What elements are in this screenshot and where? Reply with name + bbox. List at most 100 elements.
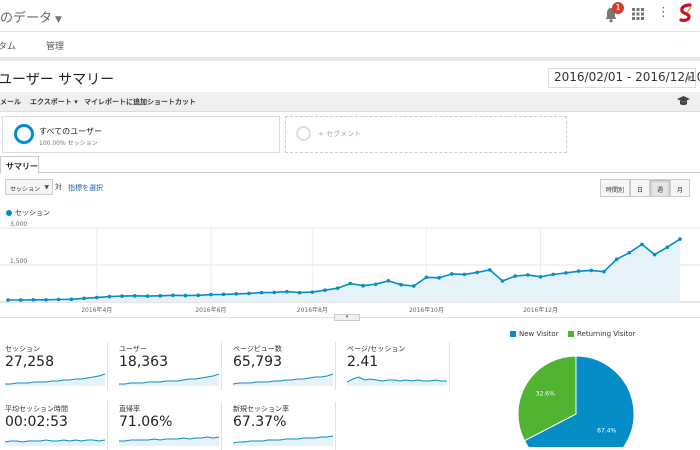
page-title: ユーザー サマリー xyxy=(0,72,115,88)
metric-tile-avg-session-duration[interactable]: 平均セッション時間 00:02:53 xyxy=(0,402,108,450)
nav-tab-admin[interactable]: 管理 xyxy=(46,42,65,52)
data-point xyxy=(196,293,200,298)
metric-label: セッション xyxy=(5,345,40,353)
sparkline xyxy=(119,436,219,446)
metric-label: ページビュー数 xyxy=(233,345,282,353)
data-point xyxy=(488,268,492,272)
apps-grid-icon[interactable] xyxy=(632,8,644,20)
data-point xyxy=(297,290,302,295)
data-point xyxy=(132,294,137,298)
versus-label: 対 xyxy=(55,183,62,191)
legend-label: Returning Visitor xyxy=(577,330,636,338)
sparkline-line xyxy=(5,439,105,443)
data-point xyxy=(564,271,568,275)
sparkline-area xyxy=(347,377,447,386)
choose-metric-link[interactable]: 指標を選択 xyxy=(68,184,103,192)
sparkline-line xyxy=(233,435,333,444)
pie-legend-returning: Returning Visitor xyxy=(568,330,635,338)
sparkline-line xyxy=(119,373,219,385)
data-point xyxy=(500,279,505,283)
metric-tile-users[interactable]: ユーザー 18,363 xyxy=(114,342,222,390)
nav-tab-custom[interactable]: タム xyxy=(0,42,17,52)
data-point xyxy=(602,269,606,274)
top-nav: タム 管理 xyxy=(0,32,700,58)
metric-tile-new-sessions[interactable]: 新規セッション率 67.37% xyxy=(228,402,336,450)
tab-baseline xyxy=(0,172,700,173)
data-point xyxy=(6,298,10,302)
metric-tile-pageviews[interactable]: ページビュー数 65,793 xyxy=(228,342,336,390)
x-tick-label: 2016年12月 xyxy=(523,306,558,314)
segment-all-users[interactable]: すべてのユーザー 100.00% セッション xyxy=(2,116,280,153)
data-point xyxy=(107,294,112,299)
segment-name: すべてのユーザー xyxy=(39,127,102,136)
metric-tile-bounce-rate[interactable]: 直帰率 71.06% xyxy=(114,402,222,450)
data-point xyxy=(348,281,353,286)
y-tick-label: 1,500 xyxy=(10,258,27,265)
sparkline xyxy=(233,373,333,386)
email-button[interactable]: メール xyxy=(0,98,21,106)
pie-slice xyxy=(517,355,577,442)
property-selector[interactable]: のデータ ▼ xyxy=(0,7,62,26)
granularity-month-button[interactable]: 月 xyxy=(670,179,690,197)
caret-down-icon: ▼ xyxy=(44,184,49,191)
data-point xyxy=(462,272,467,277)
sparkline-area xyxy=(119,437,219,446)
tab-summary[interactable]: サマリー xyxy=(0,156,39,174)
series-legend-label: セッション xyxy=(15,209,50,217)
date-range-picker[interactable]: 2016/02/01 - 2016/12/10 ▼ xyxy=(548,68,700,88)
sparkline-line xyxy=(233,373,333,385)
metric-tile-sessions[interactable]: セッション 27,258 xyxy=(0,342,108,390)
segment-share: 100.00% セッション xyxy=(39,140,98,147)
sparkline xyxy=(5,439,105,446)
graduation-cap-icon[interactable] xyxy=(677,95,690,107)
sessions-line-chart: 3,000 1,500 2016年4月 2016年6月 2016年8月 2016年10月 2… xyxy=(0,221,700,314)
more-vert-icon[interactable]: ⋮ xyxy=(657,5,670,20)
data-point xyxy=(386,278,391,283)
data-point xyxy=(56,297,61,302)
legend-label: New Visitor xyxy=(519,330,559,338)
chevron-down-icon: ▼ xyxy=(685,74,692,83)
data-point xyxy=(576,269,581,273)
x-tick-label: 2016年8月 xyxy=(297,306,328,314)
metric-label: 直帰率 xyxy=(119,405,140,413)
granularity-day-button[interactable]: 日 xyxy=(630,179,650,197)
y-tick-label: 3,000 xyxy=(10,221,27,228)
pie-legend-new: New Visitor xyxy=(510,330,559,338)
add-segment-slot[interactable]: + セグメント xyxy=(285,116,567,153)
metric-value: 18,363 xyxy=(119,354,168,370)
data-point xyxy=(551,272,556,277)
date-range-value: 2016/02/01 - 2016/12/10 xyxy=(554,70,700,84)
data-point xyxy=(589,268,594,273)
export-button[interactable]: エクスポート ▾ xyxy=(30,98,78,106)
data-point xyxy=(627,250,632,255)
data-point xyxy=(449,272,454,276)
granularity-hourly-button[interactable]: 時間別 xyxy=(600,179,630,197)
data-point xyxy=(437,276,441,280)
metric-tile-pages-per-session[interactable]: ページ/セッション 2.41 xyxy=(342,342,450,390)
empty-segment-icon xyxy=(296,126,311,141)
data-point xyxy=(538,275,543,279)
pie-slice xyxy=(523,355,635,447)
sparkline xyxy=(347,376,447,386)
metric-label: ユーザー xyxy=(119,345,147,353)
add-to-dashboard-button[interactable]: マイレポートに追加 xyxy=(84,98,147,106)
data-point xyxy=(221,292,226,297)
metric-value: 71.06% xyxy=(119,414,173,430)
sparkline-area xyxy=(5,374,105,386)
shortcut-button[interactable]: ショートカット xyxy=(147,98,196,106)
data-point xyxy=(94,295,99,300)
data-point xyxy=(399,282,403,287)
data-point xyxy=(82,296,86,301)
metric-dropdown[interactable]: セッション ▼ xyxy=(5,179,53,195)
sparkline-area xyxy=(233,374,333,386)
data-point xyxy=(424,275,429,280)
x-tick-label: 2016年4月 xyxy=(81,306,112,314)
collapse-chart-handle[interactable]: ▾ xyxy=(334,314,360,321)
sparkline-line xyxy=(347,376,447,383)
data-point xyxy=(259,290,264,295)
data-point xyxy=(361,283,365,288)
account-avatar-logo[interactable] xyxy=(678,3,694,25)
granularity-week-button[interactable]: 週 xyxy=(650,179,670,197)
metric-dropdown-value: セッション xyxy=(10,186,41,193)
data-point xyxy=(526,273,530,277)
